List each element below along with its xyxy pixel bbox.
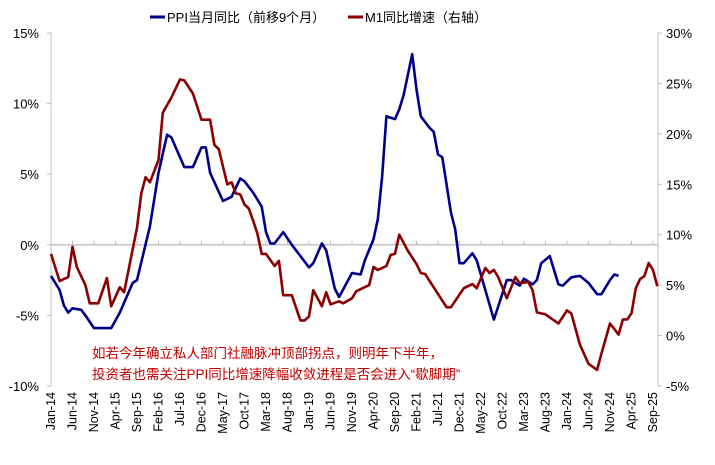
right-axis-tick-label: 30%	[666, 26, 692, 41]
x-axis-tick-label: Apr-25	[625, 392, 639, 430]
legend-label-ppi: PPI当月同比（前移9个月）	[167, 10, 325, 25]
x-axis-tick-label: Oct-17	[238, 392, 252, 430]
x-axis-tick-label: Jan-19	[302, 392, 316, 430]
x-axis-tick-label: Jun-14	[66, 392, 80, 430]
annotation-line-2: 投资者也需关注PPI同比增速降幅收敛进程是否会进入“歇脚期”	[92, 367, 460, 382]
x-axis-tick-label: Oct-22	[496, 392, 510, 430]
left-axis-tick-label: -10%	[9, 379, 40, 394]
right-axis-tick-label: 10%	[666, 228, 692, 243]
left-axis-tick-label: 15%	[13, 26, 39, 41]
x-axis-tick-label: Nov-24	[603, 392, 617, 432]
right-axis-tick-label: 0%	[666, 329, 685, 344]
x-axis-tick-label: Nov-14	[87, 392, 101, 432]
left-axis-tick-label: 5%	[20, 167, 39, 182]
x-axis-tick-label: Mar-18	[259, 392, 273, 432]
annotation-line-1: 如若今年确立私人部门社融脉冲顶部拐点，则明年下半年，	[92, 346, 443, 361]
x-axis-tick-label: Jan-24	[560, 392, 574, 430]
x-axis-tick-label: Sep-25	[646, 392, 660, 432]
legend-label-m1: M1同比增速（右轴）	[365, 10, 487, 25]
x-axis-tick-label: Jul-21	[431, 392, 445, 426]
x-axis-tick-label: May-17	[216, 392, 230, 434]
x-axis-tick-label: Nov-19	[345, 392, 359, 432]
left-axis-tick-label: -5%	[16, 308, 40, 323]
x-axis-tick-label: Sep-20	[388, 392, 402, 432]
right-axis-tick-label: 15%	[666, 177, 692, 192]
series-lines	[49, 52, 659, 372]
x-axis-tick-label: Dec-21	[453, 392, 467, 432]
right-axis-tick-label: 25%	[666, 76, 692, 91]
ppi-series-line	[49, 52, 620, 330]
x-axis-tick-label: Jan-14	[44, 392, 58, 430]
x-axis-tick-label: Feb-16	[152, 392, 166, 432]
x-axis-tick-label: Mar-23	[517, 392, 531, 432]
x-axis-tick-label: Feb-21	[410, 392, 424, 432]
x-axis-tick-label: Apr-20	[367, 392, 381, 430]
x-axis-tick-label: Aug-23	[539, 392, 553, 432]
x-axis-tick-label: May-22	[474, 392, 488, 434]
axes: -10% -5% 0% 5% 10% 15% -5% 0% 5% 10% 15% 20% 25% 30% J…	[9, 26, 693, 434]
x-axis-tick-label: Jun-19	[324, 392, 338, 430]
x-axis-tick-label: Jul-16	[173, 392, 187, 426]
x-axis-tick-label: Aug-18	[281, 392, 295, 432]
m1-series-line	[49, 78, 659, 372]
x-axis-tick-label: Jun-24	[582, 392, 596, 430]
right-axis-tick-label: 20%	[666, 127, 692, 142]
left-axis-tick-label: 0%	[20, 238, 39, 253]
annotation: 如若今年确立私人部门社融脉冲顶部拐点，则明年下半年， 投资者也需关注PPI同比增…	[92, 346, 460, 382]
right-axis-tick-label: -5%	[666, 379, 690, 394]
left-axis-tick-label: 10%	[13, 97, 39, 112]
x-axis-tick-label: Dec-16	[195, 392, 209, 432]
legend: PPI当月同比（前移9个月） M1同比增速（右轴）	[150, 10, 487, 25]
x-axis-tick-label: Apr-15	[109, 392, 123, 430]
x-axis-tick-label: Sep-15	[130, 392, 144, 432]
right-axis-tick-label: 5%	[666, 278, 685, 293]
